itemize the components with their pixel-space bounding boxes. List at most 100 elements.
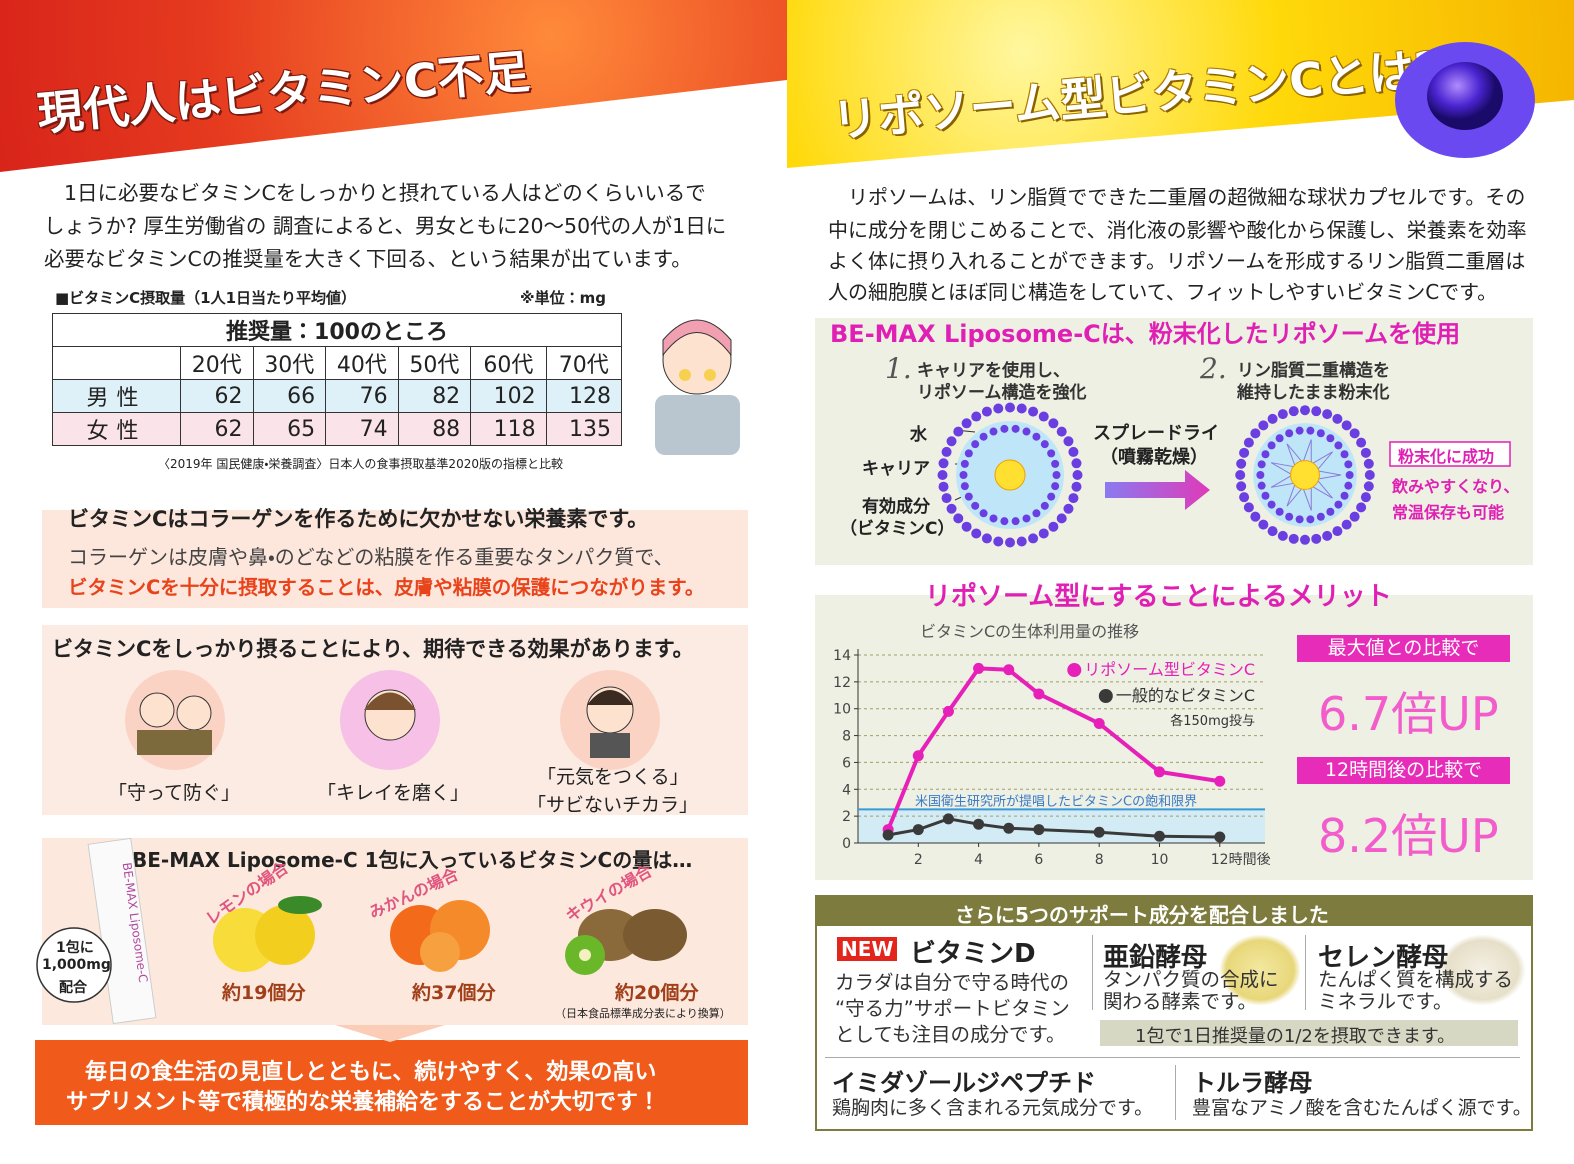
lipid-head	[1288, 533, 1299, 544]
lipid-head	[1032, 432, 1041, 441]
support-name: イミダゾールジペプチド	[832, 1069, 1096, 1097]
cell: 128	[545, 379, 623, 413]
lipid-head	[979, 509, 988, 518]
lipid-head	[1340, 491, 1349, 500]
lipid-head	[1239, 447, 1250, 458]
lipid-head	[960, 482, 969, 491]
legend-marker	[1067, 663, 1082, 677]
lipid-head	[1063, 503, 1074, 514]
lipid-head	[1322, 530, 1333, 541]
y-tick-label: 14	[833, 648, 851, 664]
lipid-head	[1028, 533, 1039, 544]
intro-line: よく体に摂り入れることができます。リポソームを形成するリン脂質二重層は	[828, 249, 1526, 273]
lipid-head	[1344, 460, 1353, 469]
step-text: リン脂質二重構造を	[1237, 361, 1390, 381]
lipid-head	[1052, 471, 1061, 479]
collagen-heading: ビタミンCはコラーゲンを作るために欠かせない栄養素です。	[68, 507, 649, 531]
lipid-head	[1311, 533, 1322, 544]
lipid-head	[1349, 428, 1360, 439]
step-text: リポソーム構造を強化	[917, 383, 1087, 403]
lipid-head	[1051, 482, 1060, 491]
lipid-head	[1032, 509, 1041, 518]
lipid-head	[1056, 513, 1067, 524]
column-header: 60代	[470, 346, 547, 380]
data-point	[1214, 775, 1226, 787]
cell: 62	[180, 379, 254, 413]
support-panel	[815, 895, 1533, 1131]
lipid-head	[971, 501, 980, 510]
lipid-head	[964, 492, 973, 501]
lipid-head	[1261, 491, 1270, 500]
support-text: たんぱく質を構成する	[1318, 968, 1514, 991]
lipid-head	[959, 471, 968, 479]
legend-marker	[1098, 689, 1113, 703]
lipid-head	[1048, 521, 1059, 532]
comparison-value: 6.7倍UP	[1318, 687, 1499, 741]
note-bar	[1100, 1020, 1518, 1046]
lipid-head	[1356, 437, 1367, 448]
lipid-head	[1277, 409, 1288, 420]
cell: 76	[325, 379, 399, 413]
lipid-head	[1363, 458, 1374, 469]
lipid-head	[1261, 450, 1270, 459]
support-text: カラダは自分で守る時代の	[835, 971, 1070, 994]
arrow-label: （噴霧乾燥）	[1100, 447, 1208, 468]
data-point	[912, 824, 924, 836]
cell: 102	[470, 379, 547, 413]
lipid-head	[1047, 449, 1056, 458]
support-name: ビタミンD	[910, 939, 1036, 969]
liposome-sphere	[1395, 42, 1535, 158]
lipid-head	[1236, 458, 1247, 469]
lipid-head	[1022, 427, 1031, 436]
y-tick-label: 10	[833, 702, 851, 718]
intro-line: しょうか? 厚生労働省の 調査によると、男女ともに20〜50代の人が1日に	[44, 214, 727, 238]
lipid-head	[1332, 413, 1343, 424]
badge-text: 1包に	[56, 940, 94, 956]
fruit-amount: 約20個分	[615, 982, 699, 1004]
lipid-head	[1349, 511, 1360, 522]
lipid-head	[1306, 515, 1315, 524]
lipid-head	[1063, 436, 1074, 447]
support-text: 豊富なアミノ酸を含むたんぱく源です。	[1192, 1097, 1532, 1119]
lipid-head	[1316, 429, 1325, 438]
lipid-head	[961, 418, 972, 429]
lipid-head	[1285, 512, 1294, 521]
vitamin-core	[1290, 460, 1320, 490]
lipid-head	[1300, 405, 1310, 416]
lipid-head	[1326, 434, 1335, 443]
lipid-head	[946, 436, 957, 447]
lipid-head	[946, 503, 957, 514]
lipid-head	[981, 406, 992, 417]
data-point	[1214, 831, 1226, 843]
badge-text: 1,000mg	[42, 957, 111, 973]
x-tick-label: 2	[914, 852, 923, 868]
lipid-head	[1341, 420, 1352, 431]
collagen-text: コラーゲンは皮膚や鼻・のどなどの粘膜を作る重要なタンパク質で、	[68, 545, 674, 569]
y-tick-label: 2	[842, 809, 851, 825]
support-name: セレン酵母	[1318, 943, 1449, 973]
lipid-head	[1005, 537, 1015, 548]
cell: 65	[252, 412, 327, 446]
lipid-head	[1258, 519, 1269, 530]
lipid-head	[1316, 512, 1325, 521]
diagram-label: 有効成分	[862, 497, 930, 517]
lipid-head	[1011, 517, 1020, 526]
lipid-head	[1345, 471, 1354, 479]
banner-pointer	[335, 1025, 445, 1042]
lipid-head	[1256, 471, 1265, 479]
effects-heading: ビタミンCをしっかり摂ることにより、期待できる効果があります。	[52, 637, 694, 661]
effects-illustrations	[125, 670, 660, 770]
diagram-label: 水	[910, 425, 927, 445]
legend-label: リポソーム型ビタミンC	[1084, 660, 1255, 679]
chart-note: 各150mg投与	[1170, 713, 1255, 729]
divider	[1092, 935, 1093, 1010]
liposome-diagram	[937, 402, 1511, 548]
divider	[1175, 1065, 1176, 1120]
lipid-head	[1250, 511, 1261, 522]
x-tick-label: 6	[1034, 852, 1043, 868]
table-source: 〈2019年 国民健康・栄養調査〉日本人の食事摂取基準2020版の指標と比較	[158, 457, 563, 471]
data-point	[942, 705, 954, 717]
y-tick-label: 0	[842, 836, 851, 852]
lipid-head	[1000, 517, 1009, 526]
